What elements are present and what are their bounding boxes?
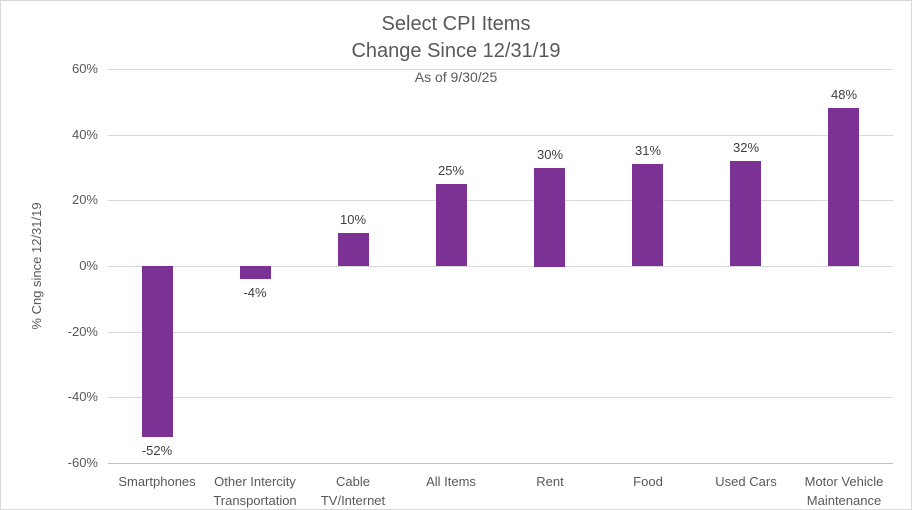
gridline	[108, 332, 893, 333]
gridline	[108, 69, 893, 70]
gridline	[108, 266, 893, 267]
bar-value-label: 32%	[732, 140, 760, 155]
bar[interactable]	[436, 184, 467, 266]
bar[interactable]	[142, 266, 173, 437]
x-tick-label: Cable TV/Internet	[320, 474, 386, 508]
bar-value-label: 48%	[830, 87, 858, 102]
bar-value-label: 25%	[437, 163, 465, 178]
gridline	[108, 200, 893, 201]
y-tick-label: 0%	[79, 258, 98, 273]
bar-value-label: 30%	[536, 147, 564, 162]
chart-asof-label: As of 9/30/25	[414, 69, 498, 85]
bar[interactable]	[534, 168, 565, 267]
y-tick-label: -40%	[67, 389, 98, 404]
x-tick-label: Motor Vehicle Maintenance	[804, 474, 884, 508]
bar[interactable]	[338, 233, 369, 266]
x-tick-label: All Items	[426, 474, 476, 489]
x-tick-label: Smartphones	[118, 474, 196, 489]
bar-value-label: -4%	[243, 285, 267, 300]
x-tick-label: Used Cars	[715, 474, 777, 489]
gridline	[108, 397, 893, 398]
bar[interactable]	[828, 108, 859, 266]
chart-subtitle: Change Since 12/31/19	[351, 40, 561, 62]
y-tick-label: 60%	[71, 61, 98, 76]
bar[interactable]	[240, 266, 271, 279]
y-tick-label: -20%	[67, 324, 98, 339]
x-tick-label: Food	[633, 474, 663, 489]
y-tick-label: -60%	[67, 455, 98, 470]
y-tick-label: 20%	[71, 192, 98, 207]
bar[interactable]	[730, 161, 761, 266]
bar[interactable]	[632, 164, 663, 266]
gridline	[108, 135, 893, 136]
x-tick-label: Rent	[536, 474, 564, 489]
x-tick-label: Other Intercity Transportation	[213, 474, 297, 508]
bar-value-label: -52%	[141, 443, 173, 458]
chart-title: Select CPI Items	[381, 13, 531, 35]
bar-value-label: 31%	[634, 143, 662, 158]
y-tick-label: 40%	[71, 127, 98, 142]
gridline	[108, 463, 893, 464]
bar-value-label: 10%	[339, 212, 367, 227]
